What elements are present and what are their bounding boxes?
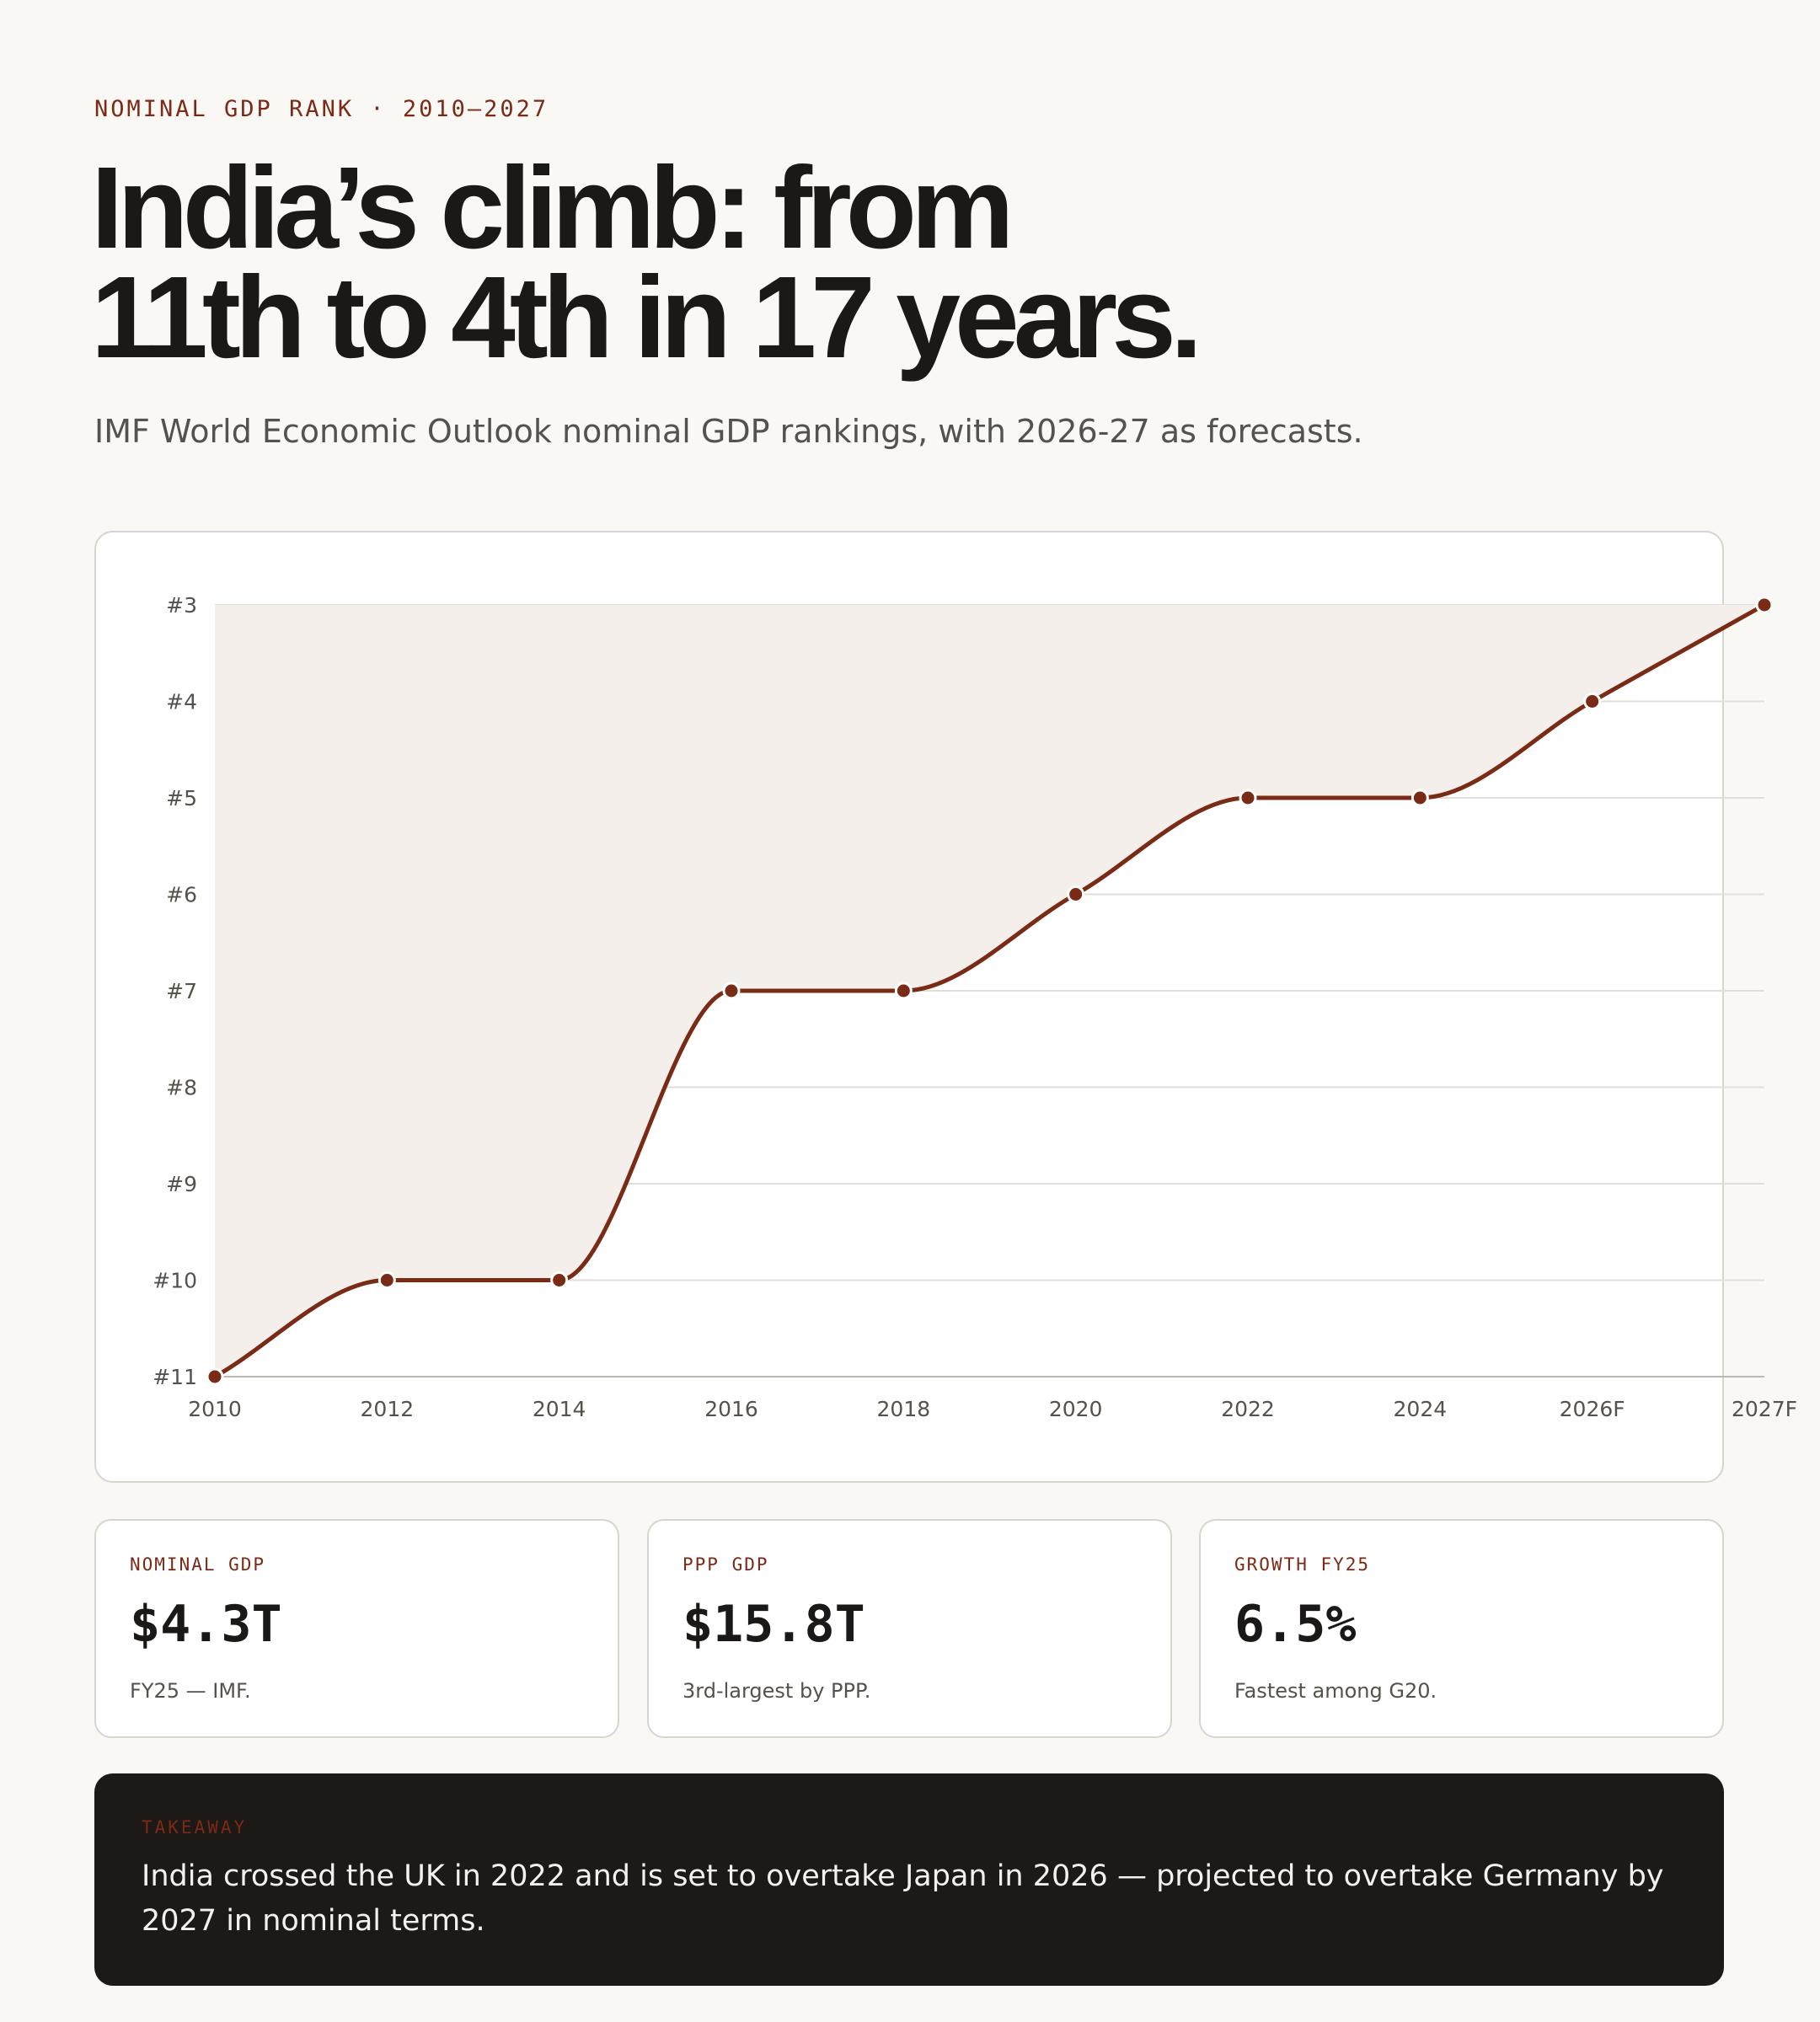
data-point — [894, 982, 913, 1000]
stat-card-nominal-gdp: NOMINAL GDP $4.3T FY25 — IMF. — [94, 1519, 619, 1738]
page-title: India’s climb: from 11th to 4th in 17 ye… — [91, 150, 1523, 376]
x-tick-label: 2022 — [1221, 1397, 1275, 1421]
data-point — [1755, 596, 1774, 614]
x-tick-label: 2012 — [361, 1397, 415, 1421]
y-tick-label: #11 — [153, 1365, 197, 1389]
y-tick-label: #3 — [166, 593, 197, 618]
stat-card-growth: GROWTH FY25 6.5% Fastest among G20. — [1199, 1519, 1724, 1738]
stat-label: PPP GDP — [682, 1554, 769, 1575]
data-points — [206, 596, 1774, 1386]
takeaway-label: TAKEAWAY — [142, 1817, 248, 1837]
x-tick-label: 2027F — [1732, 1397, 1797, 1421]
stat-value: 6.5% — [1234, 1595, 1357, 1654]
title-line-2: 11th to 4th in 17 years. — [91, 253, 1202, 382]
stat-label: NOMINAL GDP — [130, 1554, 266, 1575]
data-point — [1067, 885, 1085, 903]
data-point — [206, 1367, 224, 1386]
stat-label: GROWTH FY25 — [1234, 1554, 1371, 1575]
stat-value: $15.8T — [682, 1595, 865, 1654]
y-tick-label: #10 — [153, 1269, 197, 1293]
x-tick-label: 2010 — [188, 1397, 242, 1421]
y-tick-label: #6 — [166, 883, 197, 907]
y-axis-ticks: #3 #4 #5 #6 #7 #8 #9 #10 #11 — [153, 593, 197, 1389]
x-tick-label: 2026F — [1560, 1397, 1625, 1421]
data-point — [1583, 693, 1602, 710]
stat-note: 3rd-largest by PPP. — [682, 1679, 871, 1703]
x-tick-label: 2014 — [533, 1397, 586, 1421]
stat-value: $4.3T — [130, 1595, 282, 1654]
gdp-rank-chart: #3#4#5#6#7#8#9#10#11 2010 2012 2014 2016 201… — [153, 593, 1797, 1421]
x-tick-label: 2020 — [1049, 1397, 1103, 1421]
x-tick-label: 2016 — [704, 1397, 758, 1421]
data-point — [550, 1271, 569, 1289]
data-point — [1239, 789, 1257, 807]
y-tick-label: #7 — [166, 979, 197, 1003]
takeaway-text: India crossed the UK in 2022 and is set … — [142, 1859, 1664, 1938]
x-tick-label: 2024 — [1394, 1397, 1448, 1421]
y-tick-label: #5 — [166, 786, 197, 810]
y-tick-label: #4 — [166, 690, 197, 714]
x-tick-label: 2018 — [877, 1397, 931, 1421]
data-point — [1410, 789, 1429, 807]
subtitle: IMF World Economic Outlook nominal GDP r… — [94, 413, 1363, 450]
series-line — [213, 602, 1766, 1379]
takeaway-panel: TAKEAWAY India crossed the UK in 2022 an… — [94, 1773, 1724, 1986]
y-tick-label: #8 — [166, 1076, 197, 1100]
x-axis-ticks: 2010 2012 2014 2016 2018 2020 2022 2024 2026F 202… — [188, 1397, 1797, 1421]
stat-note: Fastest among G20. — [1234, 1679, 1437, 1703]
title-line-1: India’s climb: from — [91, 143, 1014, 273]
data-point — [377, 1271, 396, 1289]
data-point — [722, 982, 741, 1000]
stat-note: FY25 — IMF. — [130, 1679, 251, 1703]
stat-card-ppp-gdp: PPP GDP $15.8T 3rd-largest by PPP. — [647, 1519, 1172, 1738]
eyebrow: NOMINAL GDP RANK · 2010–2027 — [94, 96, 549, 122]
y-tick-label: #9 — [166, 1172, 197, 1196]
